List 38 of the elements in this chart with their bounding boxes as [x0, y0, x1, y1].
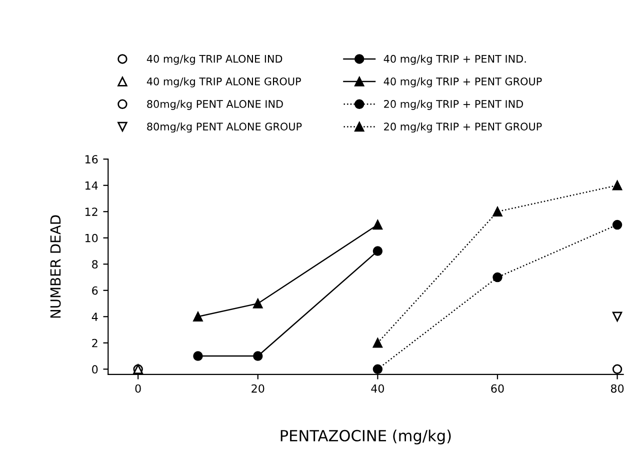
x-axis-title: PENTAZOCINE (mg/kg) [280, 430, 451, 444]
x-tick-label: 60 [491, 384, 504, 393]
y-tick-label: 2 [92, 338, 98, 348]
point [372, 338, 383, 348]
x-tick-label: 20 [252, 384, 264, 393]
legend-label: 40 mg/kg TRIP + PENT GROUP [384, 77, 542, 88]
y-tick-label: 12 [85, 208, 98, 216]
y-axis-title: NUMBER DEAD [50, 215, 61, 318]
legend-label: 40 mg/kg TRIP ALONE GROUP [146, 77, 301, 88]
y-tick-label: 8 [92, 260, 98, 269]
point [253, 351, 263, 361]
y-tick-label: 4 [92, 312, 98, 321]
x-tick-label: 0 [135, 384, 141, 393]
y-tick-label: 14 [85, 181, 98, 190]
legend-label: 40 mg/kg TRIP ALONE IND [146, 54, 282, 65]
point [253, 298, 263, 308]
legend-label: 40 mg/kg TRIP + PENT IND. [384, 54, 526, 65]
point [372, 220, 383, 230]
point [372, 246, 383, 256]
y-tick-label: 10 [85, 234, 98, 242]
point [612, 364, 622, 374]
legend-label: 20 mg/kg TRIP + PENT GROUP [384, 122, 542, 133]
y-tick-label: 6 [92, 286, 98, 295]
point [612, 220, 622, 230]
point [612, 312, 622, 322]
legend-label: 20 mg/kg TRIP + PENT IND [384, 100, 524, 110]
y-tick-label: 0 [92, 365, 98, 374]
point [193, 312, 203, 322]
point [612, 180, 622, 190]
point [492, 272, 502, 282]
x-tick-label: 40 [371, 384, 384, 393]
legend-label: 80mg/kg PENT ALONE GROUP [147, 122, 302, 133]
point [372, 364, 383, 374]
x-tick-label: 80 [610, 384, 624, 393]
legend-label: 80mg/kg PENT ALONE IND [147, 100, 283, 110]
y-tick-label: 16 [85, 155, 98, 164]
point [492, 206, 502, 216]
point [193, 351, 203, 361]
